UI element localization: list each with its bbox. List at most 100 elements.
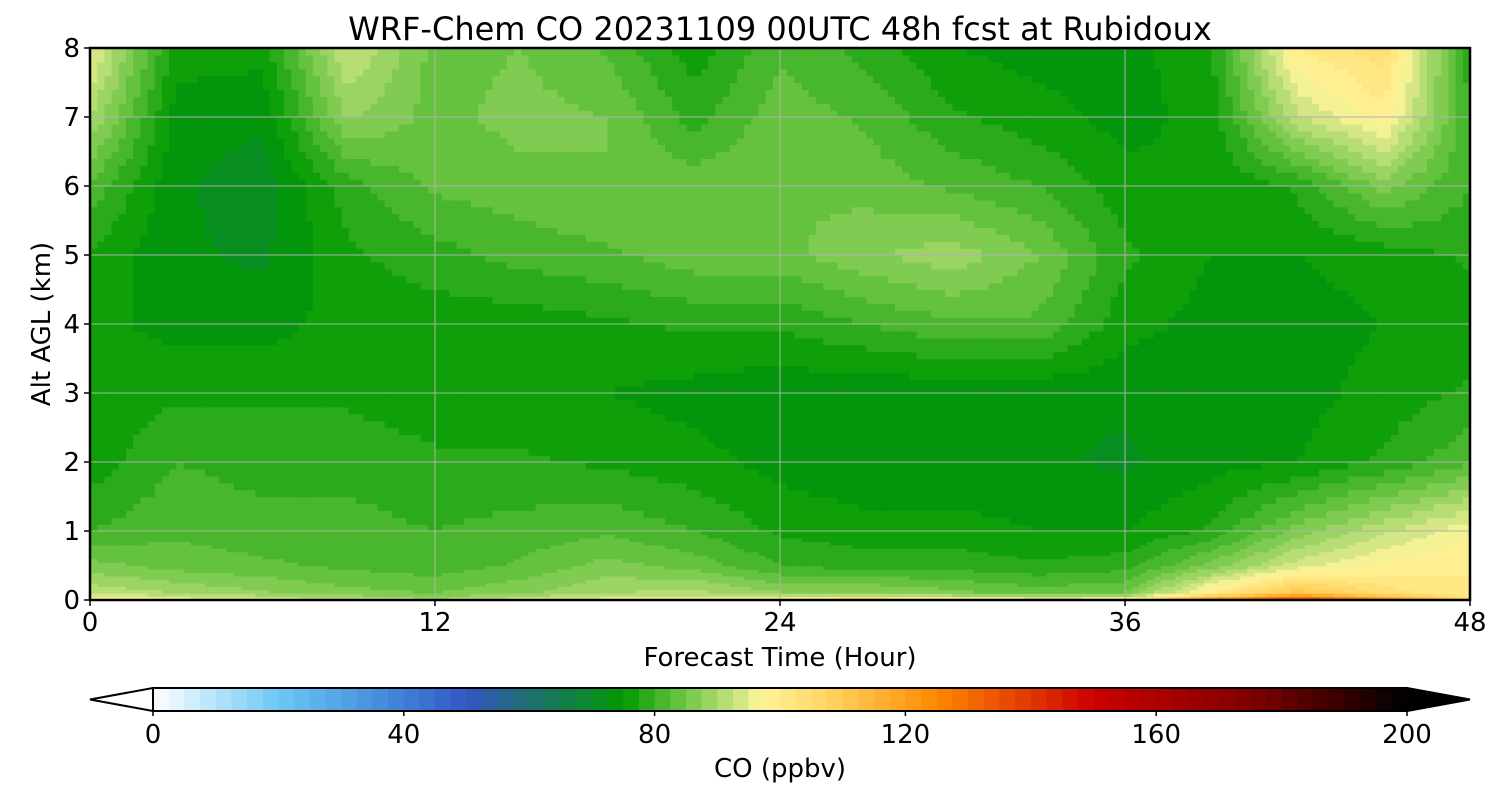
heatmap-cell bbox=[485, 510, 494, 518]
heatmap-cell bbox=[248, 544, 256, 549]
heatmap-cell bbox=[334, 596, 343, 600]
heatmap-cell bbox=[348, 544, 357, 549]
heatmap-cell bbox=[1024, 568, 1033, 573]
heatmap-cell bbox=[1426, 596, 1435, 600]
heatmap-cell bbox=[1038, 544, 1047, 549]
heatmap-cell bbox=[1081, 496, 1090, 504]
heatmap-cell bbox=[1110, 537, 1119, 542]
heatmap-cell bbox=[887, 582, 896, 587]
heatmap-cell bbox=[902, 496, 910, 504]
heatmap-cell bbox=[938, 596, 946, 600]
heatmap-cell bbox=[909, 579, 918, 584]
heatmap-cell bbox=[1232, 582, 1241, 587]
heatmap-cell bbox=[1247, 548, 1255, 553]
heatmap-cell bbox=[1405, 510, 1414, 518]
heatmap-cell bbox=[255, 541, 264, 546]
heatmap-cell bbox=[1125, 562, 1133, 567]
heatmap-cell bbox=[650, 572, 659, 577]
heatmap-cell bbox=[1168, 510, 1176, 518]
heatmap-cell bbox=[1434, 596, 1442, 600]
heatmap-cell bbox=[1355, 562, 1363, 567]
heatmap-cell bbox=[269, 579, 278, 584]
heatmap-cell bbox=[111, 537, 120, 542]
heatmap-cell bbox=[521, 541, 530, 546]
heatmap-cell bbox=[952, 558, 961, 563]
heatmap-cell bbox=[765, 503, 774, 511]
heatmap-cell bbox=[492, 537, 501, 542]
heatmap-cell bbox=[1125, 548, 1133, 553]
heatmap-cell bbox=[1125, 555, 1133, 560]
heatmap-cell bbox=[679, 596, 688, 600]
heatmap-cell bbox=[284, 534, 292, 539]
heatmap-cell bbox=[542, 572, 551, 577]
heatmap-cell bbox=[435, 579, 443, 584]
heatmap-cell bbox=[1426, 517, 1435, 525]
heatmap-cell bbox=[1232, 579, 1241, 584]
heatmap-cell bbox=[240, 562, 249, 567]
heatmap-cell bbox=[1455, 551, 1464, 556]
heatmap-cell bbox=[377, 586, 386, 591]
heatmap-cell bbox=[298, 558, 307, 563]
heatmap-cell bbox=[1103, 517, 1112, 525]
heatmap-cell bbox=[1326, 544, 1335, 549]
heatmap-cell bbox=[348, 551, 357, 556]
heatmap-cell bbox=[1153, 565, 1162, 570]
heatmap-cell bbox=[636, 489, 645, 498]
heatmap-cell bbox=[1017, 579, 1025, 584]
heatmap-cell bbox=[262, 575, 271, 580]
heatmap-cell bbox=[1031, 562, 1040, 567]
heatmap-cell bbox=[1254, 582, 1263, 587]
heatmap-cell bbox=[399, 510, 407, 518]
heatmap-cell bbox=[1412, 524, 1421, 532]
heatmap-cell bbox=[1412, 534, 1421, 539]
heatmap-cell bbox=[665, 572, 673, 577]
heatmap-cell bbox=[1168, 537, 1176, 542]
heatmap-cell bbox=[736, 548, 745, 553]
heatmap-cell bbox=[715, 510, 724, 518]
heatmap-cell bbox=[736, 558, 745, 563]
heatmap-cell bbox=[1182, 496, 1191, 504]
heatmap-cell bbox=[1304, 551, 1313, 556]
heatmap-cell bbox=[830, 537, 839, 542]
heatmap-cell bbox=[1204, 496, 1212, 504]
heatmap-cell bbox=[909, 555, 918, 560]
heatmap-cell bbox=[161, 568, 170, 573]
heatmap-cell bbox=[104, 579, 113, 584]
heatmap-cell bbox=[1182, 555, 1191, 560]
heatmap-cell bbox=[1311, 575, 1320, 580]
heatmap-cell bbox=[456, 531, 465, 536]
heatmap-cell bbox=[528, 489, 537, 498]
heatmap-cell bbox=[442, 537, 450, 542]
heatmap-cell bbox=[470, 534, 479, 539]
heatmap-cell bbox=[1053, 537, 1061, 542]
heatmap-cell bbox=[844, 558, 853, 563]
heatmap-cell bbox=[959, 541, 968, 546]
heatmap-cell bbox=[1017, 596, 1025, 600]
heatmap-cell bbox=[952, 593, 961, 598]
heatmap-cell bbox=[370, 593, 379, 598]
heatmap-cell bbox=[887, 562, 896, 567]
heatmap-cell bbox=[966, 596, 975, 600]
heatmap-cell bbox=[442, 565, 450, 570]
heatmap-cell bbox=[470, 555, 479, 560]
heatmap-cell bbox=[169, 544, 177, 549]
heatmap-cell bbox=[945, 575, 954, 580]
heatmap-cell bbox=[1132, 541, 1140, 546]
heatmap-cell bbox=[722, 582, 731, 587]
heatmap-cell bbox=[708, 582, 716, 587]
heatmap-cell bbox=[1405, 503, 1414, 511]
heatmap-cell bbox=[1297, 589, 1306, 594]
heatmap-cell bbox=[751, 558, 760, 563]
heatmap-cell bbox=[1398, 503, 1406, 511]
heatmap-cell bbox=[952, 579, 961, 584]
heatmap-cell bbox=[118, 568, 127, 573]
heatmap-cell bbox=[1297, 582, 1306, 587]
heatmap-cell bbox=[823, 510, 831, 518]
heatmap-cell bbox=[190, 517, 199, 525]
heatmap-cell bbox=[1024, 572, 1033, 577]
heatmap-cell bbox=[1218, 558, 1227, 563]
heatmap-cell bbox=[873, 582, 882, 587]
heatmap-cell bbox=[564, 596, 573, 600]
heatmap-cell bbox=[514, 586, 522, 591]
heatmap-cell bbox=[133, 531, 141, 536]
